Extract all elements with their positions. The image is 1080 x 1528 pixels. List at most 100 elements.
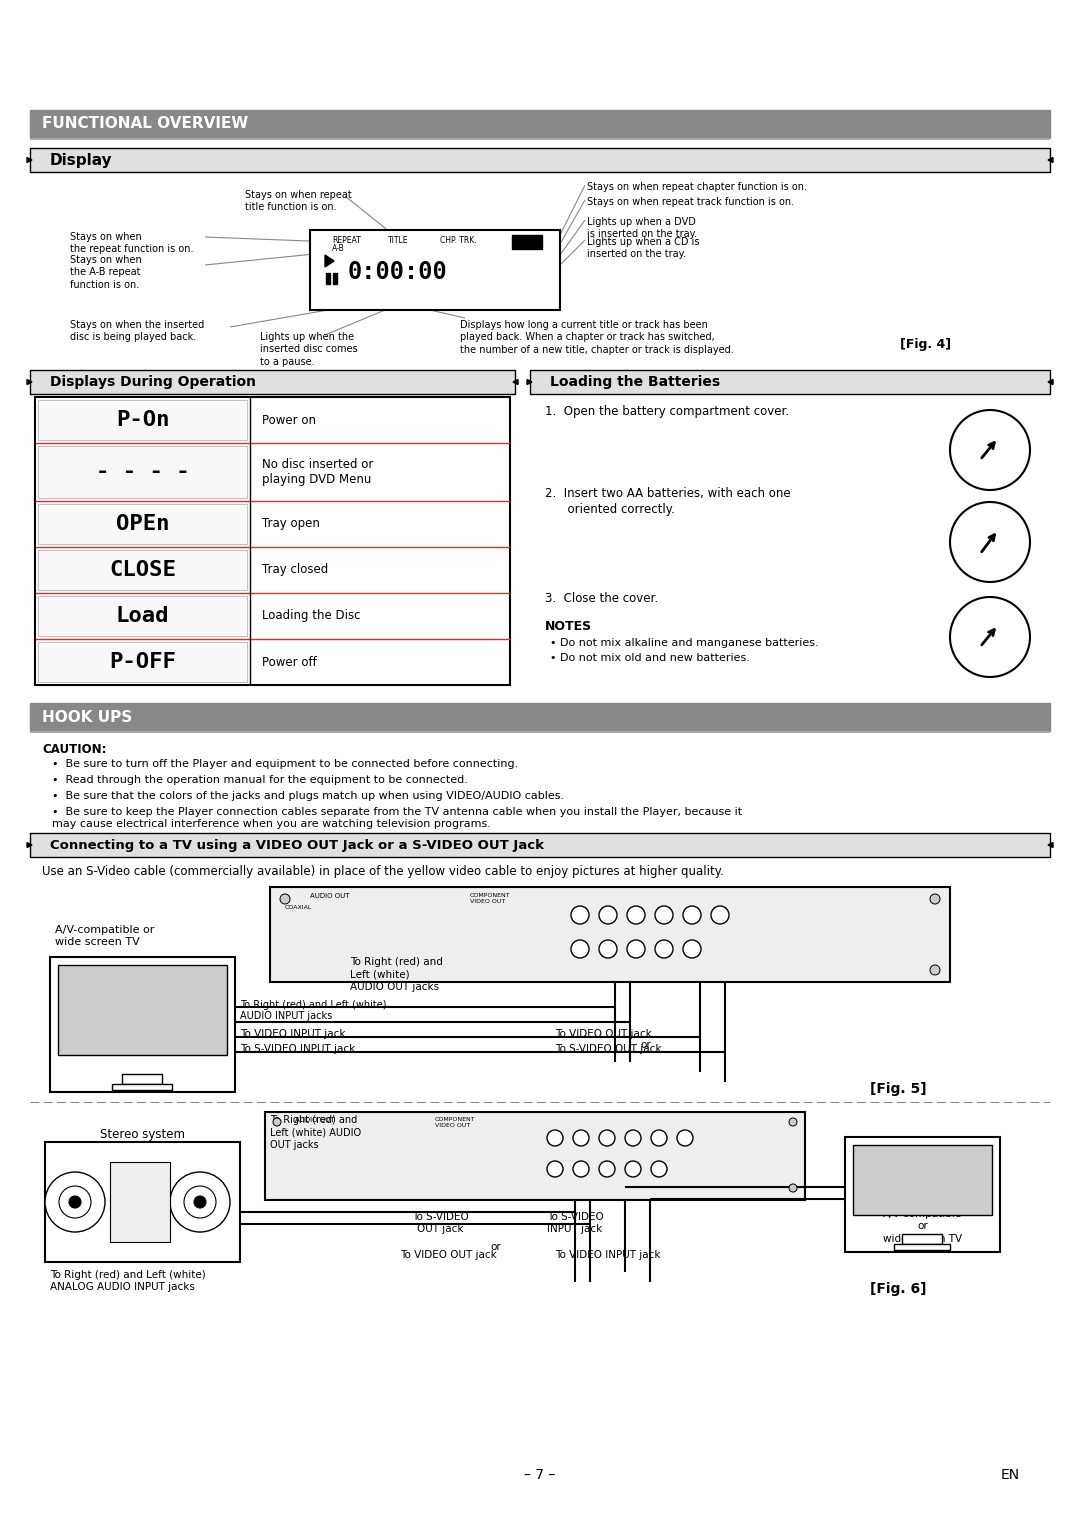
Bar [50, 957, 235, 1093]
Circle shape [59, 1186, 91, 1218]
Circle shape [184, 1186, 216, 1218]
Text: Stays on when repeat chapter function is on.: Stays on when repeat chapter function is… [588, 182, 807, 193]
Circle shape [571, 906, 589, 924]
Text: Stays on when the inserted
disc is being played back.: Stays on when the inserted disc is being… [70, 319, 204, 342]
Bar [30, 833, 1050, 857]
Circle shape [654, 906, 673, 924]
Text: Lights up when the
inserted disc comes
to a pause.: Lights up when the inserted disc comes t… [260, 332, 357, 367]
Text: Loading the Batteries: Loading the Batteries [550, 374, 720, 390]
Text: P-On: P-On [116, 410, 170, 429]
Polygon shape [1048, 379, 1053, 385]
Text: [Fig. 5]: [Fig. 5] [870, 1082, 927, 1096]
Circle shape [599, 940, 617, 958]
Circle shape [651, 1131, 667, 1146]
Bar [30, 138, 1050, 141]
Circle shape [571, 940, 589, 958]
Text: To Right (red) and Left (white)
ANALOG AUDIO INPUT jacks: To Right (red) and Left (white) ANALOG A… [50, 1270, 206, 1293]
Text: Displays During Operation: Displays During Operation [50, 374, 256, 390]
Bar [30, 110, 1050, 138]
Text: Connecting to a TV using a VIDEO OUT Jack or a S-VIDEO OUT Jack: Connecting to a TV using a VIDEO OUT Jac… [50, 839, 544, 851]
Text: Stays on when repeat track function is on.: Stays on when repeat track function is o… [588, 197, 794, 206]
Bar [35, 397, 510, 685]
Bar [270, 886, 950, 983]
Circle shape [651, 1161, 667, 1177]
Text: To VIDEO INPUT jack: To VIDEO INPUT jack [555, 1250, 661, 1261]
Bar [38, 504, 247, 544]
Text: EN: EN [1001, 1468, 1020, 1482]
Text: Tray open: Tray open [262, 518, 320, 530]
Circle shape [599, 906, 617, 924]
Bar [853, 1144, 993, 1215]
Circle shape [930, 966, 940, 975]
Text: Displays how long a current title or track has been
played back. When a chapter : Displays how long a current title or tra… [460, 319, 733, 354]
Circle shape [599, 1131, 615, 1146]
Circle shape [625, 1131, 642, 1146]
Circle shape [170, 1172, 230, 1232]
Circle shape [627, 906, 645, 924]
Text: No disc inserted or
playing DVD Menu: No disc inserted or playing DVD Menu [262, 457, 374, 486]
Text: OPEn: OPEn [116, 513, 170, 533]
Bar [45, 1141, 240, 1262]
Circle shape [45, 1172, 105, 1232]
Polygon shape [27, 157, 32, 162]
Bar [112, 1083, 172, 1089]
Text: Lights up when a CD is
inserted on the tray.: Lights up when a CD is inserted on the t… [588, 237, 700, 260]
Circle shape [546, 1161, 563, 1177]
Polygon shape [27, 379, 32, 385]
Bar [326, 274, 330, 284]
Bar [38, 400, 247, 440]
Text: TITLE: TITLE [388, 235, 408, 244]
Text: REPEAT: REPEAT [332, 235, 361, 244]
Circle shape [280, 894, 291, 905]
Text: 2.  Insert two AA batteries, with each one
      oriented correctly.: 2. Insert two AA batteries, with each on… [545, 487, 791, 516]
Text: AUDIO OUT: AUDIO OUT [295, 1117, 335, 1123]
Bar [122, 1074, 162, 1083]
Text: To VIDEO INPUT jack: To VIDEO INPUT jack [240, 1028, 346, 1039]
Text: HOOK UPS: HOOK UPS [42, 709, 132, 724]
Text: •  Be sure that the colors of the jacks and plugs match up when using VIDEO/AUDI: • Be sure that the colors of the jacks a… [52, 792, 564, 801]
Bar [30, 703, 1050, 730]
Text: P-OFF: P-OFF [109, 652, 176, 672]
Text: Load: Load [116, 607, 170, 626]
Text: CAUTION:: CAUTION: [42, 743, 107, 756]
Circle shape [69, 1196, 81, 1209]
Text: Power off: Power off [262, 656, 316, 669]
Circle shape [950, 410, 1030, 490]
Bar [265, 1112, 805, 1199]
Text: 0:00:00: 0:00:00 [348, 260, 448, 284]
Text: To VIDEO OUT jack: To VIDEO OUT jack [400, 1250, 497, 1261]
Polygon shape [1048, 157, 1053, 162]
Bar [36, 594, 249, 639]
Bar [30, 730, 1050, 733]
Bar [512, 235, 542, 249]
Text: COMPONENT
VIDEO OUT: COMPONENT VIDEO OUT [470, 892, 511, 905]
Circle shape [789, 1118, 797, 1126]
Bar [333, 274, 337, 284]
Circle shape [930, 894, 940, 905]
Text: COAXIAL: COAXIAL [285, 905, 312, 911]
Circle shape [711, 906, 729, 924]
Bar [38, 642, 247, 681]
Bar [36, 445, 249, 500]
Text: CLOSE: CLOSE [109, 559, 176, 581]
Text: Display: Display [50, 153, 112, 168]
Text: •  Read through the operation manual for the equipment to be connected.: • Read through the operation manual for … [52, 775, 468, 785]
Text: To Right (red) and Left (white): To Right (red) and Left (white) [240, 999, 387, 1010]
Circle shape [573, 1131, 589, 1146]
Text: AUDIO INPUT jacks: AUDIO INPUT jacks [240, 1012, 333, 1021]
Text: A/V-compatible or
wide screen TV: A/V-compatible or wide screen TV [55, 924, 154, 947]
Circle shape [950, 597, 1030, 677]
Text: Tray closed: Tray closed [262, 564, 328, 576]
Text: Loading the Disc: Loading the Disc [262, 610, 361, 622]
Text: To S-VIDEO INPUT jack: To S-VIDEO INPUT jack [240, 1044, 355, 1054]
Text: or: or [640, 1041, 651, 1050]
Bar [58, 966, 227, 1054]
Text: To S-VIDEO
INPUT jack: To S-VIDEO INPUT jack [546, 1212, 604, 1235]
Polygon shape [513, 379, 518, 385]
Text: Stays on when
the A-B repeat
function is on.: Stays on when the A-B repeat function is… [70, 255, 141, 290]
Bar [38, 446, 247, 498]
Circle shape [546, 1131, 563, 1146]
Circle shape [627, 940, 645, 958]
Text: COMPONENT
VIDEO OUT: COMPONENT VIDEO OUT [435, 1117, 475, 1128]
Text: Power on: Power on [262, 414, 316, 426]
